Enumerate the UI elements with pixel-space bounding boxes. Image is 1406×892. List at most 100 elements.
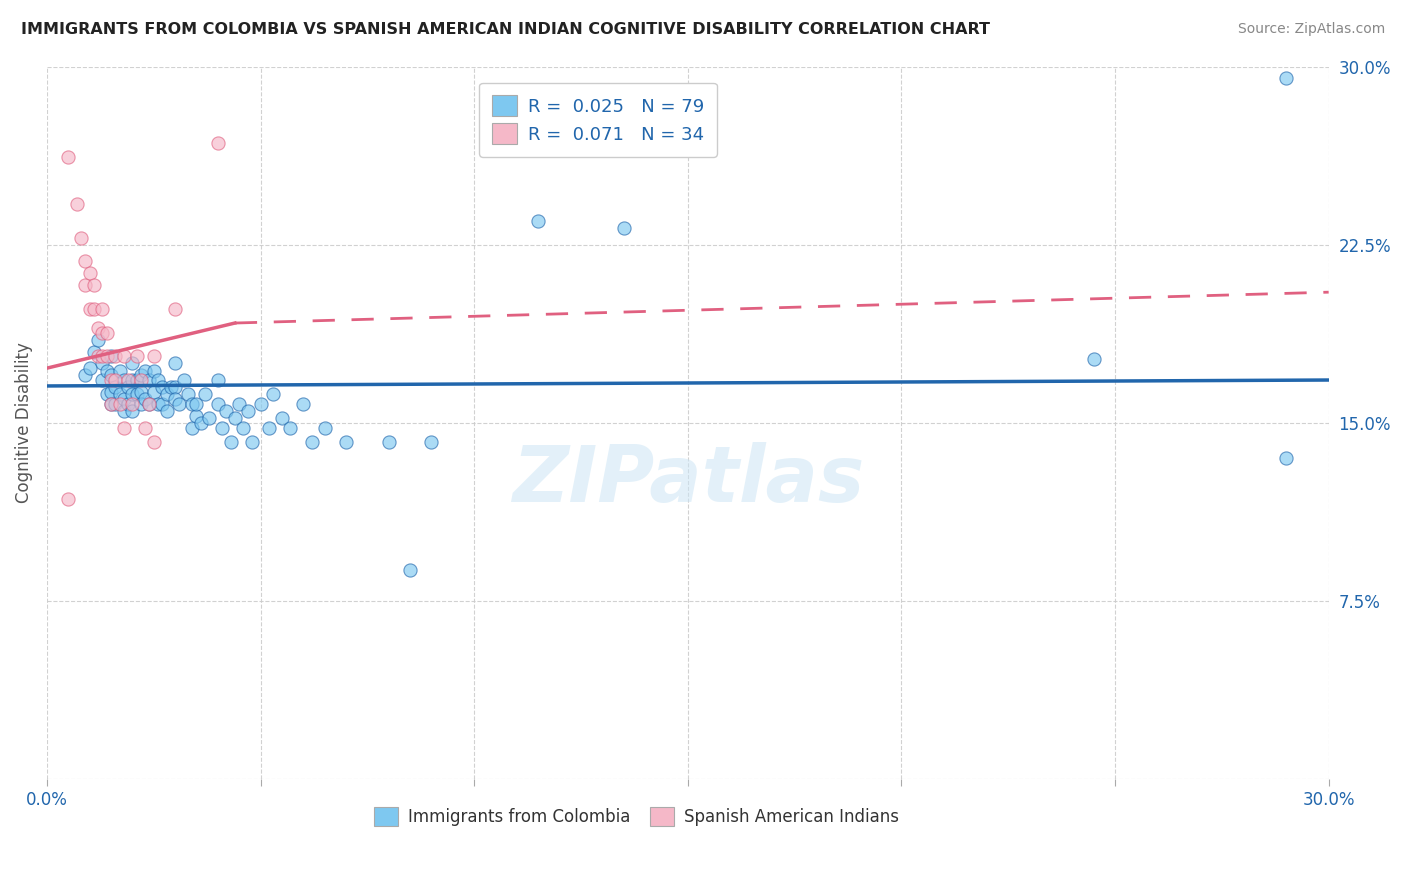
Point [165, 356, 187, 370]
Point [146, 397, 169, 411]
Point [190, 416, 212, 430]
Point [100, 373, 122, 387]
Point [142, 384, 165, 399]
Text: IMMIGRANTS FROM COLOMBIA VS SPANISH AMERICAN INDIAN COGNITIVE DISABILITY CORRELA: IMMIGRANTS FROM COLOMBIA VS SPANISH AMER… [21, 22, 990, 37]
Point [129, 368, 152, 383]
Point [215, 404, 238, 418]
Point [228, 397, 250, 411]
Y-axis label: Cognitive Disability: Cognitive Disability [15, 343, 32, 503]
Point [232, 420, 254, 434]
Point [142, 363, 165, 377]
Point [399, 563, 422, 577]
Point [292, 397, 315, 411]
Point [1083, 351, 1105, 366]
Point [112, 349, 135, 363]
Point [96, 326, 118, 340]
Point [155, 387, 177, 401]
Point [377, 434, 399, 449]
Point [108, 397, 131, 411]
Point [121, 404, 143, 418]
Point [100, 368, 122, 383]
Point [70, 230, 93, 244]
Point [138, 373, 160, 387]
Point [75, 368, 97, 383]
Text: Source: ZipAtlas.com: Source: ZipAtlas.com [1237, 22, 1385, 37]
Point [527, 214, 550, 228]
Point [104, 380, 127, 394]
Point [150, 397, 173, 411]
Point [335, 434, 357, 449]
Point [79, 266, 101, 280]
Point [129, 373, 152, 387]
Point [169, 397, 191, 411]
Point [219, 434, 242, 449]
Point [262, 387, 284, 401]
Point [198, 411, 221, 425]
Point [1275, 451, 1298, 466]
Point [121, 397, 143, 411]
Point [129, 384, 152, 399]
Point [207, 373, 229, 387]
Point [112, 420, 135, 434]
Point [249, 397, 271, 411]
Point [125, 373, 148, 387]
Point [104, 349, 127, 363]
Point [87, 349, 110, 363]
Point [257, 420, 280, 434]
Point [121, 373, 143, 387]
Point [91, 301, 114, 316]
Point [100, 397, 122, 411]
Point [79, 361, 101, 376]
Point [211, 420, 233, 434]
Point [104, 397, 127, 411]
Point [91, 326, 114, 340]
Point [186, 409, 208, 423]
Point [280, 420, 302, 434]
Point [207, 397, 229, 411]
Point [75, 278, 97, 293]
Point [159, 380, 181, 394]
Point [75, 254, 97, 268]
Point [108, 363, 131, 377]
Point [173, 373, 195, 387]
Point [301, 434, 323, 449]
Point [125, 349, 148, 363]
Point [100, 397, 122, 411]
Text: ZIPatlas: ZIPatlas [512, 442, 863, 517]
Point [112, 392, 135, 406]
Point [91, 373, 114, 387]
Point [155, 404, 177, 418]
Point [104, 373, 127, 387]
Point [138, 397, 160, 411]
Point [1275, 71, 1298, 86]
Point [134, 420, 156, 434]
Point [117, 373, 139, 387]
Point [270, 411, 292, 425]
Point [112, 373, 135, 387]
Point [129, 397, 152, 411]
Point [150, 380, 173, 394]
Point [240, 434, 263, 449]
Point [134, 392, 156, 406]
Point [138, 397, 160, 411]
Point [134, 363, 156, 377]
Point [58, 491, 80, 506]
Point [100, 349, 122, 363]
Point [177, 387, 200, 401]
Point [121, 356, 143, 370]
Point [83, 301, 105, 316]
Point [117, 397, 139, 411]
Point [87, 320, 110, 334]
Point [613, 221, 636, 235]
Point [112, 404, 135, 418]
Point [66, 197, 89, 211]
Point [314, 420, 336, 434]
Point [91, 356, 114, 370]
Point [58, 150, 80, 164]
Point [142, 349, 165, 363]
Point [420, 434, 443, 449]
Point [108, 387, 131, 401]
Point [83, 344, 105, 359]
Point [165, 380, 187, 394]
Point [181, 397, 204, 411]
